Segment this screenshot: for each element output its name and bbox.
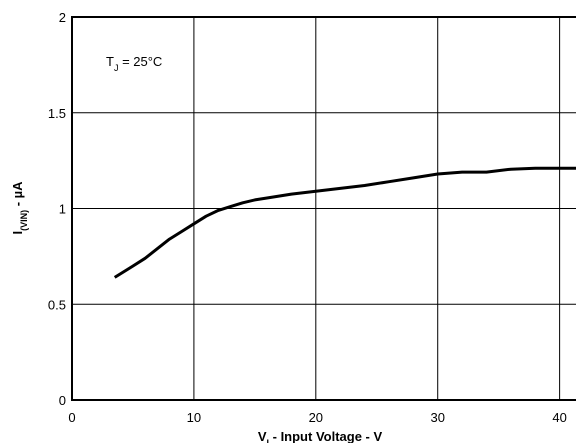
y-tick-label: 1.5 xyxy=(48,106,66,121)
x-tick-label: 40 xyxy=(552,410,566,425)
y-tick-label: 0.5 xyxy=(48,297,66,312)
x-tick-label: 10 xyxy=(187,410,201,425)
x-tick-label: 30 xyxy=(430,410,444,425)
x-tick-label: 0 xyxy=(68,410,75,425)
y-tick-label: 0 xyxy=(59,393,66,408)
y-tick-label: 1 xyxy=(59,202,66,217)
grid-lines xyxy=(72,17,576,400)
x-axis-title: VI - Input Voltage - V xyxy=(258,429,383,443)
plot-frame xyxy=(71,16,576,401)
series-line xyxy=(113,166,576,279)
y-tick-labels: 0 0.5 1 1.5 2 xyxy=(48,10,66,408)
temperature-annotation: TJ = 25°C xyxy=(106,54,162,73)
y-tick-label: 2 xyxy=(59,10,66,25)
x-tick-labels: 0 10 20 30 40 xyxy=(68,410,566,425)
x-tick-label: 20 xyxy=(309,410,323,425)
series-layer xyxy=(113,166,576,279)
y-axis-title: I(VIN) - µA xyxy=(10,181,29,235)
